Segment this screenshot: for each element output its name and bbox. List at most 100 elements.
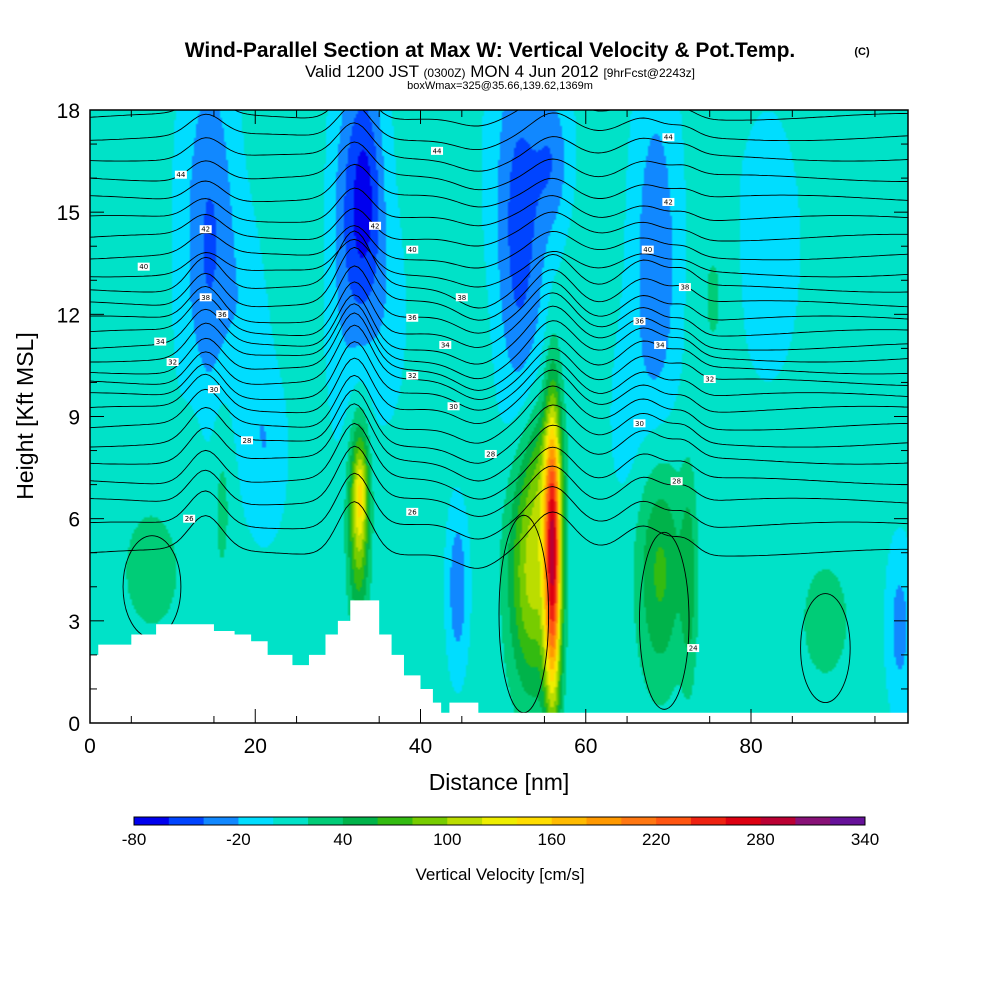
theta-contour-label: 42 [369,221,382,230]
theta-contour [90,163,908,208]
theta-label-text: 36 [635,318,644,326]
y-tick-label: 9 [68,407,80,430]
theta-contour-label: 38 [199,293,212,302]
theta-label-text: 32 [408,372,417,380]
theta-contour-label: 44 [662,133,675,142]
plot-area: 24 26 26 28 28 28 30 30 30 32 32 32 34 34 34 36 36 36 38 38… [89,109,909,724]
theta-label-text: 36 [408,314,417,322]
theta-contour [90,246,908,321]
theta-contour-label: 30 [207,385,220,394]
theta-contour-label: 38 [678,283,691,292]
theta-contour [800,593,851,704]
theta-contour [639,531,690,710]
theta-label-text: 44 [176,171,185,179]
theta-contour [90,122,908,172]
theta-contour-label: 36 [406,313,419,322]
theta-contour [90,422,908,500]
theta-label-text: 30 [209,386,218,394]
theta-label-box [174,170,187,179]
contour-labels: 24 26 26 28 28 28 30 30 30 32 32 32 34 34 34 36 36 36 38 38… [137,133,716,653]
x-tick-label: 0 [84,735,96,758]
theta-label-text: 28 [672,478,681,486]
colorbar-swatch [168,817,205,825]
theta-contour [90,357,908,425]
theta-label-box [183,514,196,523]
theta-label-text: 42 [201,226,210,234]
theta-label-text: 40 [139,263,148,271]
theta-contour-label: 40 [641,245,654,254]
y-tick-label: 3 [68,611,80,634]
colorbar-swatch [551,817,588,825]
theta-label-box [447,402,460,411]
theta-contour-label: 44 [431,146,444,155]
y-axis-label: Height [Kft MSL] [12,332,38,499]
theta-label-box [406,371,419,380]
theta-contour-label: 40 [406,245,419,254]
theta-label-text: 34 [656,341,665,349]
theta-contour-label: 36 [633,317,646,326]
theta-label-box [633,419,646,428]
colorbar-tick-label: 220 [642,830,670,849]
chart-title: Wind-Parallel Section at Max W: Vertical… [185,39,796,62]
theta-label-text: 30 [449,403,458,411]
colorbar-swatch [760,817,796,825]
theta-contour-label: 28 [240,436,253,445]
theta-label-box [406,507,419,516]
colorbar-tick-label: 160 [538,830,566,849]
theta-label-box [240,436,253,445]
theta-contour-label: 38 [455,293,468,302]
theta-label-box [406,313,419,322]
theta-label-text: 42 [664,198,673,206]
theta-label-text: 24 [689,645,698,653]
colorbar-swatch [238,817,274,825]
x-tick-label: 60 [574,735,597,758]
colorbar-swatch [273,817,309,825]
theta-label-box [662,197,675,206]
x-tick-label: 20 [244,735,267,758]
colorbar-swatch [690,817,727,825]
theta-label-box [216,310,229,319]
colorbar-swatch [308,817,344,825]
theta-contour [90,187,908,227]
colorbar-swatch [203,817,239,825]
theta-label-box [678,283,691,292]
theta-contour-label: 28 [670,477,683,486]
theta-label-text: 34 [156,338,165,346]
theta-label-text: 28 [243,437,252,445]
colorbar-tick-label: 280 [746,830,774,849]
theta-contour [90,225,908,269]
theta-label-box [369,221,382,230]
colorbar-swatch [830,817,866,825]
colorbar-swatch [586,817,622,825]
colorbar-swatch [134,817,170,825]
theta-label-text: 38 [680,284,689,292]
x-axis-label: Distance [nm] [429,769,570,795]
colorbar-title: Vertical Velocity [cm/s] [415,865,584,884]
theta-contour [90,341,908,411]
theta-label-box [687,644,700,653]
theta-contour [90,472,908,540]
theta-contour-label: 26 [183,514,196,523]
theta-contour [90,238,908,288]
theta-contour [90,445,908,517]
theta-label-text: 32 [168,359,177,367]
theta-contour-label: 42 [662,197,675,206]
theta-label-text: 26 [185,515,194,523]
theta-contour [90,389,908,464]
theta-contour [90,110,908,151]
theta-contour [90,265,908,334]
colorbar-swatch [412,817,448,825]
theta-contour-label: 30 [633,419,646,428]
theta-label-box [199,293,212,302]
theta-label-box [641,245,654,254]
colorbar-swatch [342,817,379,825]
theta-contour-label: 24 [687,644,700,653]
theta-contour-label: 32 [406,371,419,380]
theta-label-text: 26 [408,508,417,516]
theta-label-box [431,146,444,155]
theta-contour [90,141,908,191]
y-tick-label: 6 [68,509,80,532]
y-tick-label: 12 [57,304,80,327]
theta-contour-label: 30 [447,402,460,411]
